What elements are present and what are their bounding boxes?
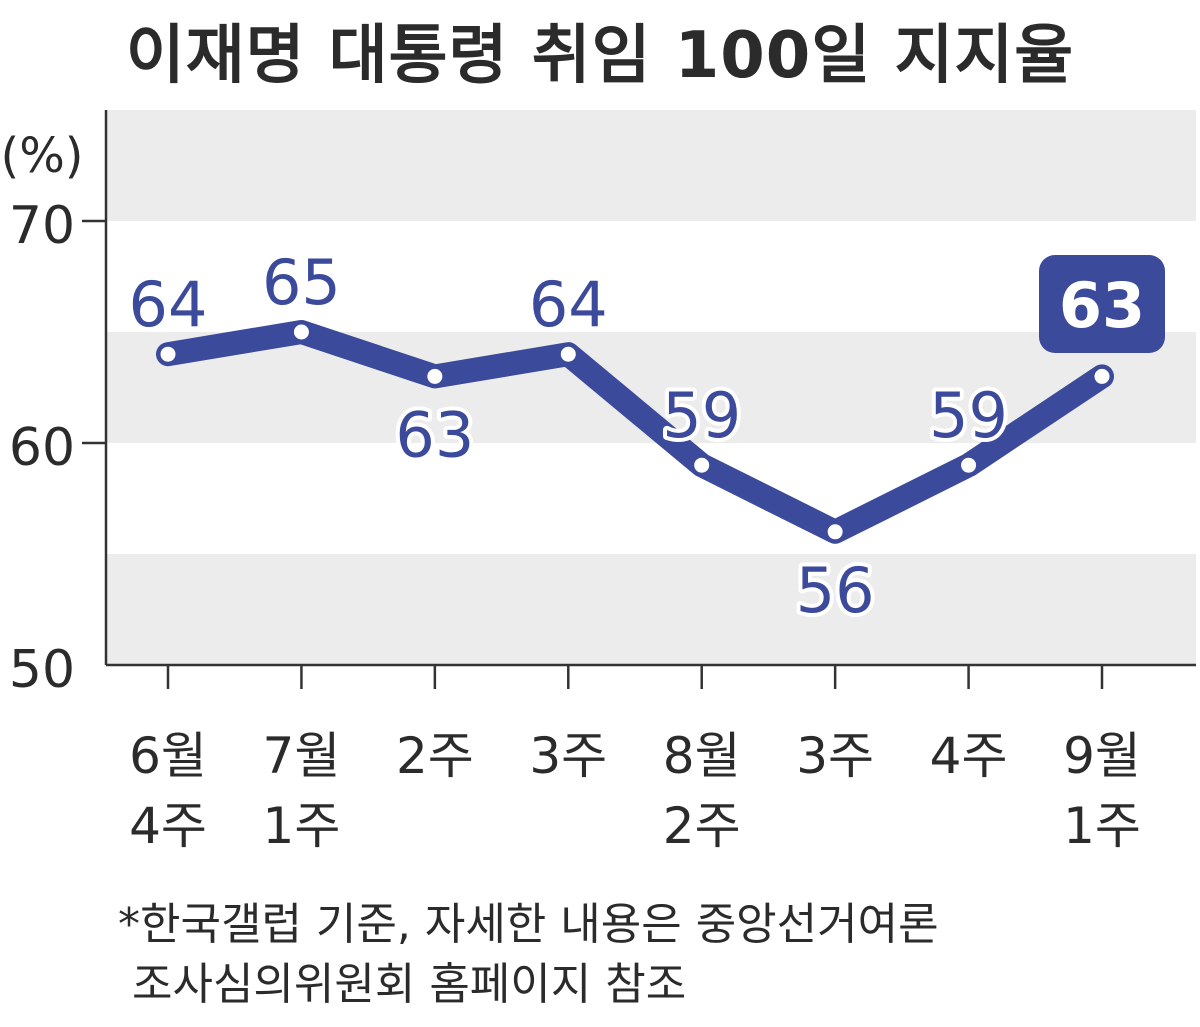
y-unit-label: (%) [0, 128, 83, 184]
data-point [157, 343, 179, 365]
y-tick-label: 50 [9, 640, 75, 700]
y-tick-label: 70 [9, 196, 75, 256]
x-tick-label: 7월 [263, 727, 341, 785]
data-point [958, 454, 980, 476]
x-tick-label: 2주 [396, 727, 474, 785]
data-label: 59 [929, 379, 1008, 452]
data-label: 64 [529, 268, 608, 341]
footnote: *한국갤럽 기준, 자세한 내용은 중앙선거여론 조사심의위원회 홈페이지 참조 [118, 895, 939, 1015]
data-point [824, 521, 846, 543]
x-tick-labels: 6월 4주 7월 1주 2주 3주 8월 2주 3주 4주 9월 1주 [129, 727, 1141, 855]
data-labels: 64 65 63 64 59 56 59 63 [125, 242, 1165, 631]
x-tick-label: 3주 [796, 727, 874, 785]
x-tick-label: 4주 [930, 727, 1008, 785]
data-point [424, 365, 446, 387]
grid-band [106, 554, 1196, 665]
x-tick-label: 2주 [663, 797, 741, 855]
chart-title: 이재명 대통령 취임 100일 지지율 [125, 19, 1075, 93]
x-tick-label: 8월 [663, 727, 741, 785]
x-tick-label: 1주 [1063, 797, 1141, 855]
x-tick-label: 4주 [129, 797, 207, 855]
data-label: 65 [262, 246, 341, 319]
grid-band [106, 110, 1196, 221]
y-tick-label: 60 [9, 418, 75, 478]
data-point [557, 343, 579, 365]
data-label: 64 [129, 268, 208, 341]
data-point [1091, 365, 1113, 387]
highlight-label-box [1039, 255, 1165, 353]
footnote-line-1: *한국갤럽 기준, 자세한 내용은 중앙선거여론 [118, 899, 939, 950]
y-tick-labels: 50 60 70 (%) [0, 128, 106, 700]
data-point [290, 321, 312, 343]
series-line [156, 320, 1114, 544]
data-point [691, 454, 713, 476]
series-line-path [156, 320, 1114, 544]
grid-band [106, 221, 1196, 332]
data-points [157, 321, 1113, 543]
grid-band [106, 443, 1196, 554]
footnote-line-2: 조사심의위원회 홈페이지 참조 [118, 959, 687, 1010]
x-tick-label: 1주 [263, 797, 341, 855]
x-tick-label: 6월 [129, 727, 207, 785]
data-label-highlight: 63 [1059, 269, 1145, 342]
background-bands [106, 110, 1196, 665]
data-label: 56 [796, 554, 875, 627]
x-tick-label: 9월 [1063, 727, 1141, 785]
data-label: 63 [395, 398, 474, 471]
axes [104, 110, 1196, 689]
x-tick-label: 3주 [529, 727, 607, 785]
data-label: 59 [662, 379, 741, 452]
